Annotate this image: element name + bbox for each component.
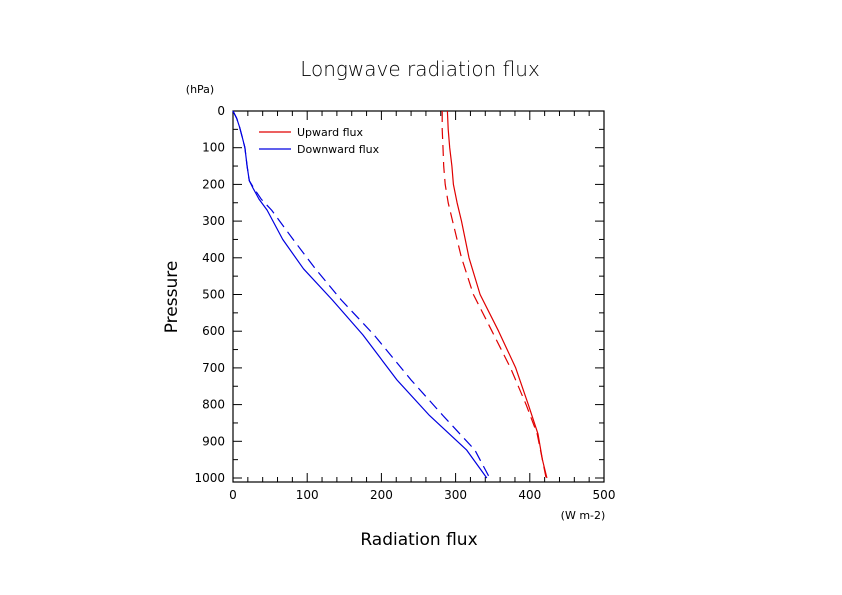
- axis-tick-labels: 0 100 200 300 400 500 0 100 200 300 400 500 600 700 80…: [194, 104, 615, 502]
- x-axis-label: Radiation flux: [360, 530, 477, 550]
- x-tick-label: 400: [518, 488, 541, 502]
- y-tick-label: 700: [202, 361, 225, 375]
- y-tick-label: 600: [202, 324, 225, 338]
- y-tick-label: 400: [202, 251, 225, 265]
- x-tick-label: 200: [370, 488, 393, 502]
- series-line-upward-flux-dashed: [441, 111, 547, 479]
- y-tick-label: 1000: [194, 471, 225, 485]
- x-unit-label: (W m-2): [561, 509, 606, 522]
- y-tick-label: 100: [202, 141, 225, 155]
- x-tick-label: 100: [296, 488, 319, 502]
- series-line-upward-flux-solid: [446, 110, 548, 479]
- chart-title: Longwave radiation flux: [300, 57, 540, 81]
- x-tick-label: 300: [444, 488, 467, 502]
- axis-ticks: [232, 110, 605, 482]
- x-tick-label: 500: [593, 488, 616, 502]
- y-tick-label: 0: [217, 104, 225, 118]
- y-tick-label: 200: [202, 177, 225, 191]
- legend-label-downward: Downward flux: [297, 143, 380, 156]
- y-unit-label: (hPa): [186, 83, 214, 96]
- plot-frame: [232, 110, 605, 483]
- y-tick-label: 500: [202, 288, 225, 302]
- series-group: [232, 110, 548, 479]
- y-tick-label: 300: [202, 214, 225, 228]
- y-axis-label: Pressure: [162, 261, 182, 334]
- y-tick-label: 900: [202, 434, 225, 448]
- legend-label-upward: Upward flux: [297, 126, 363, 139]
- x-tick-label: 0: [229, 488, 237, 502]
- series-line-downward-flux-solid: [232, 110, 488, 479]
- series-line-downward-flux-dashed: [232, 110, 491, 479]
- legend: Upward flux Downward flux: [259, 126, 380, 156]
- y-tick-label: 800: [202, 398, 225, 412]
